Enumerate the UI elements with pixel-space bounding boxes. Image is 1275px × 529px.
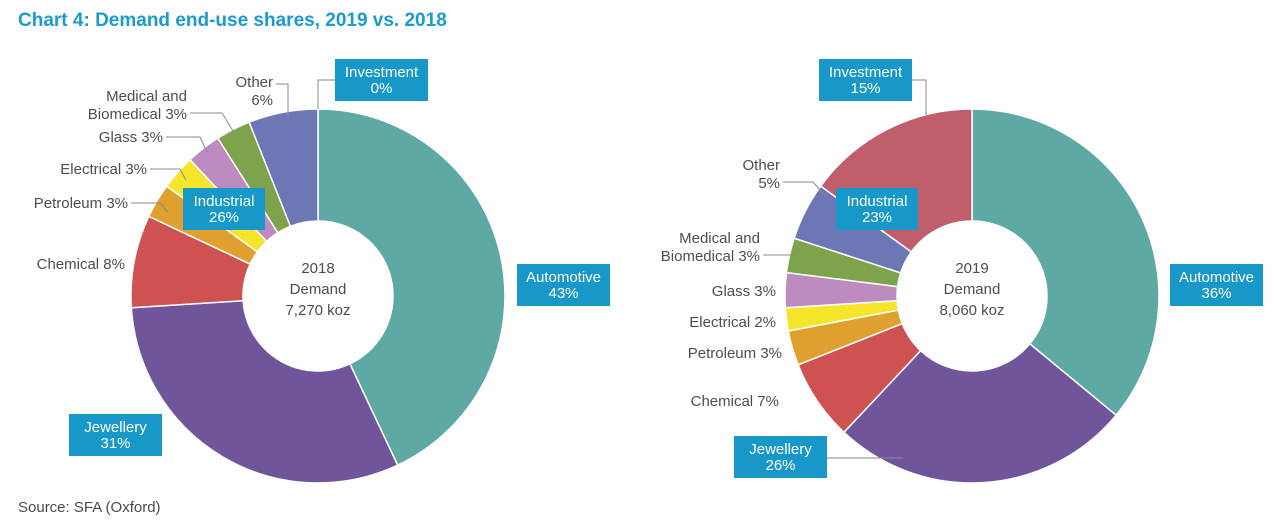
chart-1-label-other-line-2: 6%: [251, 92, 273, 109]
chart-1-label-petroleum-leader: [131, 202, 169, 213]
chart-1-slice-automotive: [317, 108, 506, 467]
chart-1-center-text-line-3: 7,270 koz: [285, 302, 350, 319]
chart-2-label-other-line-2: 5%: [758, 175, 780, 192]
chart-2-center-text-line-2: Demand: [944, 281, 1001, 298]
chart-2-label-petroleum: Petroleum 3%: [688, 345, 782, 362]
chart-2-slice-automotive: [971, 108, 1160, 417]
chart-2-label-chemical: Chemical 7%: [691, 393, 779, 410]
chart-1-label-electrical: Electrical 3%: [60, 161, 147, 178]
chart-1-slice-jewellery: [130, 299, 399, 484]
chart-1-label-other-line-1: Other: [235, 74, 273, 91]
chart-2-center-text-line-1: 2019: [955, 260, 988, 277]
chart-1-label-automotive-line-1: Automotive: [526, 269, 601, 286]
chart-2-center-text-line-3: 8,060 koz: [939, 302, 1004, 319]
chart-1-label-jewellery-box: [69, 414, 162, 456]
chart-2-label-electrical: Electrical 2%: [689, 314, 776, 331]
chart-1-label-automotive-line-2: 43%: [548, 285, 578, 302]
chart-1-slice-other: [248, 108, 319, 228]
chart-title: Chart 4: Demand end-use shares, 2019 vs.…: [18, 10, 447, 31]
chart-1-center-text-line-2: Demand: [290, 281, 347, 298]
chart-1-label-jewellery-line-2: 31%: [100, 435, 130, 452]
chart-2-label-industrial-box: [836, 188, 918, 230]
chart-1-label-industrial-line-2: 26%: [209, 209, 239, 226]
chart-1-label-chemical: Chemical 8%: [37, 256, 125, 273]
chart-1-label-investment-box: [335, 59, 428, 101]
chart-2-label-other-leader: [783, 181, 827, 198]
chart-1-label-other-leader: [276, 83, 289, 118]
chart-2-label-investment-line-2: 15%: [850, 80, 880, 97]
chart-1-label-medical-and-biomedical-leader: [190, 112, 234, 132]
chart-1-label-medical-and-biomedical-line-2: Biomedical 3%: [88, 106, 187, 123]
chart-2-label-other-line-1: Other: [742, 157, 780, 174]
chart-2-label-medical-and-biomedical-line-2: Biomedical 3%: [661, 248, 760, 265]
chart-2-label-automotive-line-2: 36%: [1201, 285, 1231, 302]
chart-1-label-petroleum: Petroleum 3%: [34, 195, 128, 212]
chart-2-slice-investment: [819, 108, 973, 253]
chart-2-label-investment-box: [819, 59, 912, 101]
chart-1-label-industrial-box: [183, 188, 265, 230]
chart-2-label-investment-line-1: Investment: [829, 64, 903, 81]
chart-2-label-industrial-line-2: 23%: [862, 209, 892, 226]
chart-1-center-text-line-1: 2018: [301, 260, 334, 277]
chart-2-label-glass: Glass 3%: [712, 283, 776, 300]
chart-1-label-jewellery-line-1: Jewellery: [84, 419, 147, 436]
chart-2-label-jewellery-line-2: 26%: [765, 457, 795, 474]
source-note: Source: SFA (Oxford): [18, 499, 161, 516]
chart-1-label-investment-line-1: Investment: [345, 64, 419, 81]
chart-2-label-medical-and-biomedical-line-1: Medical and: [679, 230, 760, 247]
chart-2-label-jewellery-line-1: Jewellery: [749, 441, 812, 458]
chart-2-label-automotive-line-1: Automotive: [1179, 269, 1254, 286]
chart-1-label-investment-line-2: 0%: [371, 80, 393, 97]
chart-2-label-automotive-box: [1170, 264, 1263, 306]
chart-1-label-industrial-line-1: Industrial: [194, 193, 255, 210]
chart-1-label-automotive-box: [517, 264, 610, 306]
chart-1-label-glass: Glass 3%: [99, 129, 163, 146]
chart-2-label-jewellery-box: [734, 436, 827, 478]
chart-1-label-investment-leader: [317, 79, 335, 109]
chart-2-label-industrial-line-1: Industrial: [847, 193, 908, 210]
chart-1-label-glass-leader: [166, 136, 208, 153]
chart-1-label-medical-and-biomedical-line-1: Medical and: [106, 88, 187, 105]
chart-1-label-electrical-leader: [150, 168, 187, 181]
chart-2-label-investment-leader: [912, 79, 927, 115]
chart-2-slice-jewellery: [842, 342, 1118, 484]
